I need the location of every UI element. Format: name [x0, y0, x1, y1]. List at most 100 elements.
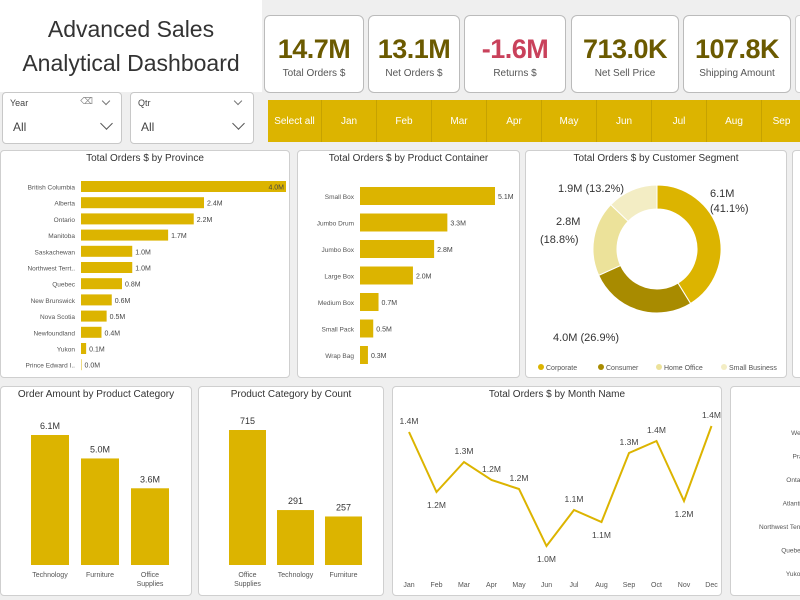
- data-label: 1.4M: [702, 410, 721, 420]
- data-label: (41.1%): [710, 203, 749, 215]
- legend-entry: Consumer: [606, 365, 639, 372]
- data-label: 1.0M: [135, 249, 151, 256]
- tick-label: Small Box: [325, 194, 355, 201]
- kpi-card-net-sell-price[interactable]: 713.0K Net Sell Price: [571, 15, 679, 93]
- data-label: 0.8M: [125, 282, 141, 289]
- tick-label: Jul: [570, 582, 579, 589]
- data-label: 715: [240, 416, 255, 426]
- tick-label: Jan: [403, 582, 414, 589]
- tick-label: Yukon: [57, 347, 75, 354]
- kpi-value: 713.0K: [582, 34, 668, 64]
- month-button-may[interactable]: May: [542, 100, 597, 142]
- tick-label: Wrap Bag: [325, 353, 354, 360]
- tick-label: Quebec: [52, 282, 76, 289]
- data-label: 2.8M: [437, 247, 453, 254]
- chart-title: Order Amount by Product Category: [17, 389, 175, 400]
- data-label: 1.0M: [135, 266, 151, 273]
- kpi-card-returns[interactable]: -1.6M Returns $: [464, 15, 566, 93]
- qtr-slicer-value: All: [141, 120, 155, 134]
- chevron-down-icon[interactable]: [100, 117, 113, 130]
- data-label: 2.4M: [207, 201, 223, 208]
- legend-swatch: [656, 364, 662, 370]
- province-bar-chart: British Columbia 4.0M Alberta 2.4M Ontario 2.…: [26, 181, 286, 371]
- tick-label: Nov: [678, 582, 691, 589]
- tick-label: Quebec: [781, 548, 800, 555]
- tick-label: Feb: [430, 582, 442, 589]
- legend-entry: Small Business: [729, 365, 777, 372]
- chart-title: Total Orders $ by Customer Segment: [573, 153, 739, 164]
- qtr-slicer-label: Qtr: [138, 98, 151, 108]
- month-button-apr[interactable]: Apr: [487, 100, 542, 142]
- dashboard-title-line1: Advanced Sales: [47, 16, 215, 42]
- tick-label: Jumbo Box: [321, 247, 354, 254]
- kpi-card-shipping-amount[interactable]: 107.8K Shipping Amount: [683, 15, 791, 93]
- kpi-card-net-orders[interactable]: 13.1M Net Orders $: [368, 15, 460, 93]
- bar: [360, 293, 379, 311]
- tick-label: New Brunswick: [31, 298, 76, 305]
- tick-label: Dec: [705, 582, 718, 589]
- eraser-icon[interactable]: ⌫: [80, 96, 93, 106]
- month-button-jul[interactable]: Jul: [652, 100, 707, 142]
- tick-label: Ontari: [786, 477, 800, 484]
- bar: [81, 294, 112, 306]
- data-label: (18.8%): [540, 234, 579, 246]
- tick-label: Technology: [278, 572, 314, 579]
- series-line: [408, 425, 713, 548]
- tick-label: Prince Edward I..: [26, 363, 76, 370]
- month-button-mar[interactable]: Mar: [432, 100, 487, 142]
- bar: [81, 245, 133, 257]
- legend-swatch: [598, 364, 604, 370]
- chevron-down-icon[interactable]: [101, 96, 111, 106]
- data-label: 0.5M: [110, 314, 126, 321]
- tick-label: Supplies: [234, 581, 261, 588]
- chevron-down-icon[interactable]: [232, 117, 245, 130]
- kpi-card-partial: [795, 15, 800, 93]
- data-label: 4.0M: [268, 185, 284, 192]
- year-slicer[interactable]: Year ⌫ All: [2, 92, 122, 144]
- province-chart-panel: Total Orders $ by Province British Colum…: [0, 150, 290, 378]
- month-button-aug[interactable]: Aug: [707, 100, 762, 142]
- tick-label: Prai: [792, 454, 800, 461]
- data-label: 1.7M: [171, 233, 187, 240]
- data-label: 1.2M: [482, 464, 501, 474]
- month-line-chart-panel: Total Orders $ by Month Name 1.4M Jan 1.2M…: [392, 386, 722, 596]
- data-label: 0.4M: [105, 330, 121, 337]
- tick-label: Office: [238, 572, 256, 579]
- data-label: 1.0M: [537, 554, 556, 564]
- tick-label: Yukon: [786, 571, 800, 578]
- tick-label: May: [512, 582, 526, 589]
- data-label: 2.8M: [556, 216, 580, 228]
- data-label: 2.0M: [416, 274, 432, 281]
- month-button-jun[interactable]: Jun: [597, 100, 652, 142]
- qtr-slicer[interactable]: Qtr All: [130, 92, 254, 144]
- tick-label: Office: [141, 572, 159, 579]
- month-button-sep[interactable]: Sep: [762, 100, 800, 142]
- data-label: 291: [288, 496, 303, 506]
- tick-label: Technology: [32, 572, 68, 579]
- tick-label: Alberta: [54, 201, 75, 208]
- partial-province-chart: Wes Prai Ontari Atlantic Northwest Ten.. Queb…: [759, 430, 800, 578]
- tick-label: Aug: [595, 582, 608, 589]
- data-label: 1.3M: [455, 446, 474, 456]
- tick-label: Northwest Ten..: [759, 524, 800, 531]
- tick-label: Jun: [541, 582, 552, 589]
- tick-label: Jumbo Drum: [317, 221, 354, 228]
- bar: [81, 262, 133, 273]
- data-label: 5.1M: [498, 194, 514, 201]
- kpi-card-total-orders[interactable]: 14.7M Total Orders $: [264, 15, 364, 93]
- month-button-jan[interactable]: Jan: [322, 100, 377, 142]
- bar: [360, 266, 413, 285]
- bar: [81, 458, 119, 565]
- data-label: 6.1M: [40, 421, 60, 431]
- bar: [360, 319, 374, 338]
- month-button-select-all[interactable]: Select all: [268, 100, 322, 142]
- bar: [81, 197, 204, 209]
- chart-title: Product Category by Count: [230, 389, 352, 400]
- tick-label: Sep: [623, 582, 636, 589]
- chevron-down-icon[interactable]: [233, 96, 243, 106]
- tick-label: Medium Box: [318, 300, 355, 307]
- kpi-value: 14.7M: [277, 34, 351, 64]
- chart-title: Total Orders $ by Province: [86, 153, 204, 164]
- tick-label: Wes: [791, 430, 800, 437]
- month-button-feb[interactable]: Feb: [377, 100, 432, 142]
